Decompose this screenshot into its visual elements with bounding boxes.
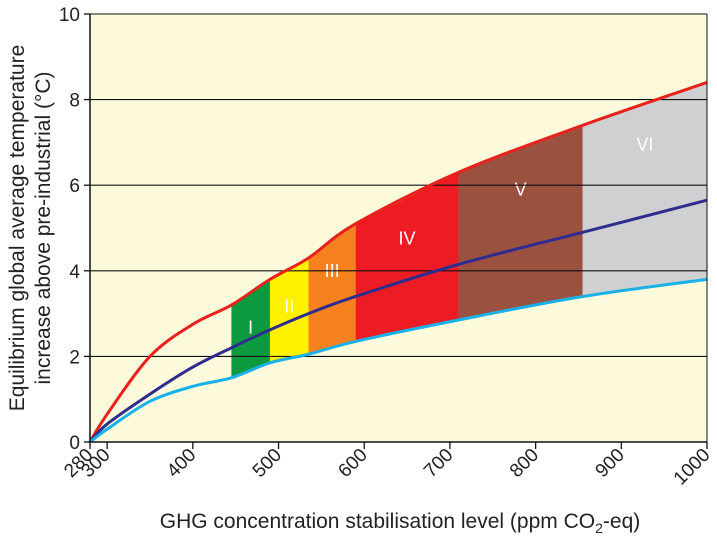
band-label-iv: IV [399, 229, 416, 249]
x-tick-label: 800 [506, 445, 543, 482]
x-axis-title-main: GHG concentration stabilisation level (p… [160, 510, 595, 533]
series-line-middle [88, 198, 708, 444]
x-axis-title-end: -eq) [603, 510, 640, 533]
x-axis-title: GHG concentration stabilisation level (p… [160, 510, 641, 536]
y-tick-label: 2 [69, 347, 80, 368]
band-i [231, 279, 270, 378]
band-label-ii: II [284, 296, 294, 316]
band-label-v: V [515, 179, 527, 199]
y-tick-label: 4 [69, 262, 80, 283]
gridlines [90, 99, 707, 357]
y-tick-label: 8 [69, 91, 80, 112]
y-axis-title-line2: increase above pre-industrial (°C) [32, 71, 55, 384]
x-axis-title-subscript: 2 [595, 520, 603, 536]
series-lines [88, 81, 708, 444]
series-line-upper [88, 81, 708, 443]
x-tick-label: 700 [420, 445, 457, 482]
y-tick-label: 0 [69, 433, 80, 454]
band-ii [269, 257, 309, 363]
band-iv [355, 172, 459, 342]
band-vi [582, 82, 707, 297]
y-tick-labels: 0 2 4 6 8 10 [59, 5, 90, 454]
x-tick-label: 900 [592, 445, 629, 482]
band-label-i: I [248, 317, 253, 337]
series-line-lower [89, 277, 708, 444]
band-label-vi: VI [636, 135, 653, 155]
x-tick-label: 1000 [670, 445, 715, 490]
x-tick-label: 600 [334, 445, 371, 482]
x-tick-label: 500 [249, 445, 286, 482]
y-tick-label: 10 [59, 5, 80, 26]
x-tick-label: 400 [163, 445, 200, 482]
y-axis-title-line1: Equilibrium global average temperature [6, 45, 29, 412]
y-tick-label: 6 [69, 176, 80, 197]
band-iii [308, 223, 356, 355]
